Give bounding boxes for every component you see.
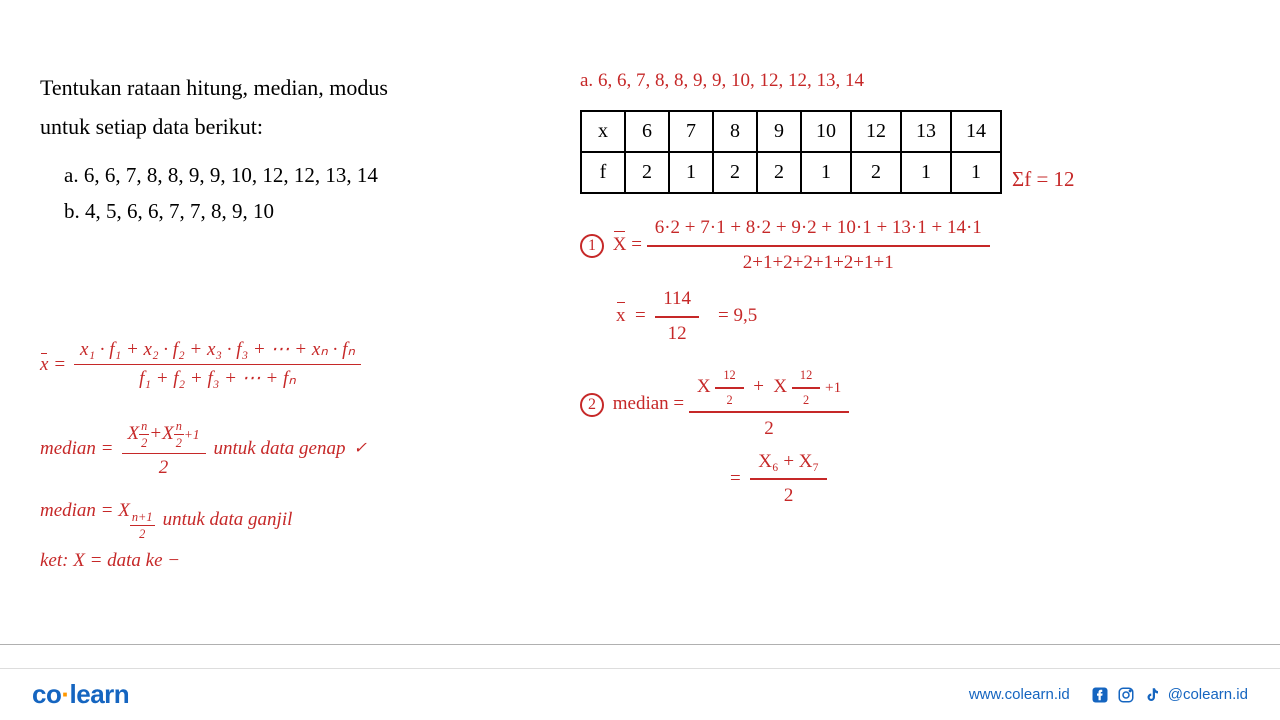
ruled-line <box>0 644 1280 645</box>
facebook-icon <box>1090 685 1110 705</box>
item-b-label: b. <box>64 199 80 223</box>
footer-url: www.colearn.id <box>969 686 1070 703</box>
sigma-f-note: Σf = 12 <box>1012 167 1075 198</box>
checkmark-icon: ✓ <box>353 439 366 460</box>
mean-result: x = 114 12 = 9,5 <box>580 285 1240 348</box>
mean-formula: x = x₁ · f₁ + x₂ · f₂ + x₃ · f₃ + ⋯ + xₙ… <box>40 338 560 392</box>
frequency-table: x 6 7 8 9 10 12 13 14 f 2 1 2 2 1 <box>580 110 1002 194</box>
problem-statement: Tentukan rataan hitung, median, modus un… <box>40 70 560 144</box>
problem-line-1: Tentukan rataan hitung, median, modus <box>40 70 560 105</box>
item-a-label: a. <box>64 163 79 187</box>
median-even-formula: median = Xn2+Xn2+1 2 untuk data genap ✓ <box>40 418 560 481</box>
problem-line-2: untuk setiap data berikut: <box>40 109 560 144</box>
item-b-data: 4, 5, 6, 6, 7, 7, 8, 9, 10 <box>85 199 274 223</box>
table-row-x: x 6 7 8 9 10 12 13 14 <box>581 111 1001 152</box>
row-f-label: f <box>581 152 625 193</box>
problem-data-list: a. 6, 6, 7, 8, 8, 9, 9, 10, 12, 12, 13, … <box>40 158 560 229</box>
median-odd-formula: median = Xn+12 untuk data ganjil <box>40 499 560 542</box>
row-x-label: x <box>581 111 625 152</box>
social-icons: @colearn.id <box>1090 685 1248 705</box>
frequency-table-row: x 6 7 8 9 10 12 13 14 f 2 1 2 2 1 <box>580 110 1240 198</box>
logo: co·learn <box>32 679 129 710</box>
mean-denominator: f₁ + f₂ + f₃ + ⋯ + fₙ <box>133 365 302 392</box>
table-row-f: f 2 1 2 2 1 2 1 1 <box>581 152 1001 193</box>
tiktok-icon <box>1142 685 1162 705</box>
mean-calculation: 1 X = 6·2 + 7·1 + 8·2 + 9·2 + 10·1 + 13·… <box>580 214 1240 277</box>
hw-sorted-data: a. 6, 6, 7, 8, 8, 9, 9, 10, 12, 12, 13, … <box>580 70 1240 92</box>
item-a-data: 6, 6, 7, 8, 8, 9, 9, 10, 12, 12, 13, 14 <box>84 163 378 187</box>
mean-numerator: x₁ · f₁ + x₂ · f₂ + x₃ · f₃ + ⋯ + xₙ · f… <box>74 338 361 366</box>
instagram-icon <box>1116 685 1136 705</box>
step-2-marker: 2 <box>580 393 604 417</box>
median-calculation: 2 median = X 122 + X 122 +1 2 <box>580 366 1240 444</box>
step-1-marker: 1 <box>580 234 604 258</box>
footer-handle: @colearn.id <box>1168 686 1248 703</box>
median-step-2b: = X₆ + X₇ 2 <box>580 448 1240 511</box>
footer: co·learn www.colearn.id @colearn.id <box>0 668 1280 720</box>
formulas-block: x = x₁ · f₁ + x₂ · f₂ + x₃ · f₃ + ⋯ + xₙ… <box>40 338 560 572</box>
ket-note: ket: X = data ke − <box>40 550 560 572</box>
